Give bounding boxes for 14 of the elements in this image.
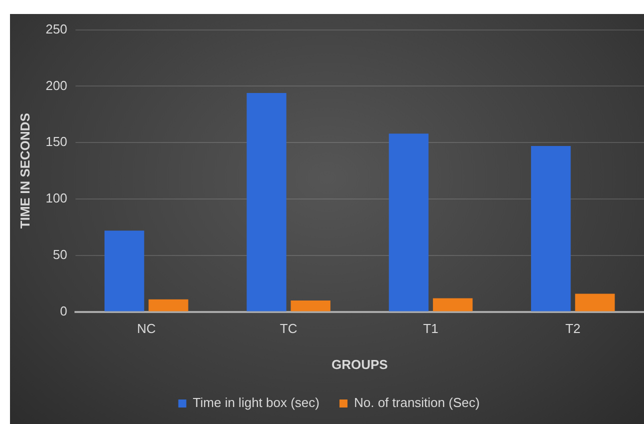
x-tick-label: NC xyxy=(136,321,156,336)
legend-label: Time in light box (sec) xyxy=(192,395,320,410)
y-tick-label: 200 xyxy=(46,78,68,93)
x-tick-label: T2 xyxy=(565,321,580,336)
y-tick-label: 250 xyxy=(46,21,68,36)
y-tick-label: 0 xyxy=(60,303,68,318)
x-tick-label: T1 xyxy=(423,321,438,336)
y-axis-title: TIME IN SECONDS xyxy=(17,112,32,229)
x-tick-label: TC xyxy=(280,321,298,336)
y-tick-label: 150 xyxy=(46,134,68,150)
legend-label: No. of transition (Sec) xyxy=(354,395,480,410)
y-tick-label: 100 xyxy=(46,190,68,206)
x-axis-title: GROUPS xyxy=(331,356,388,372)
y-tick-label: 50 xyxy=(52,246,68,262)
